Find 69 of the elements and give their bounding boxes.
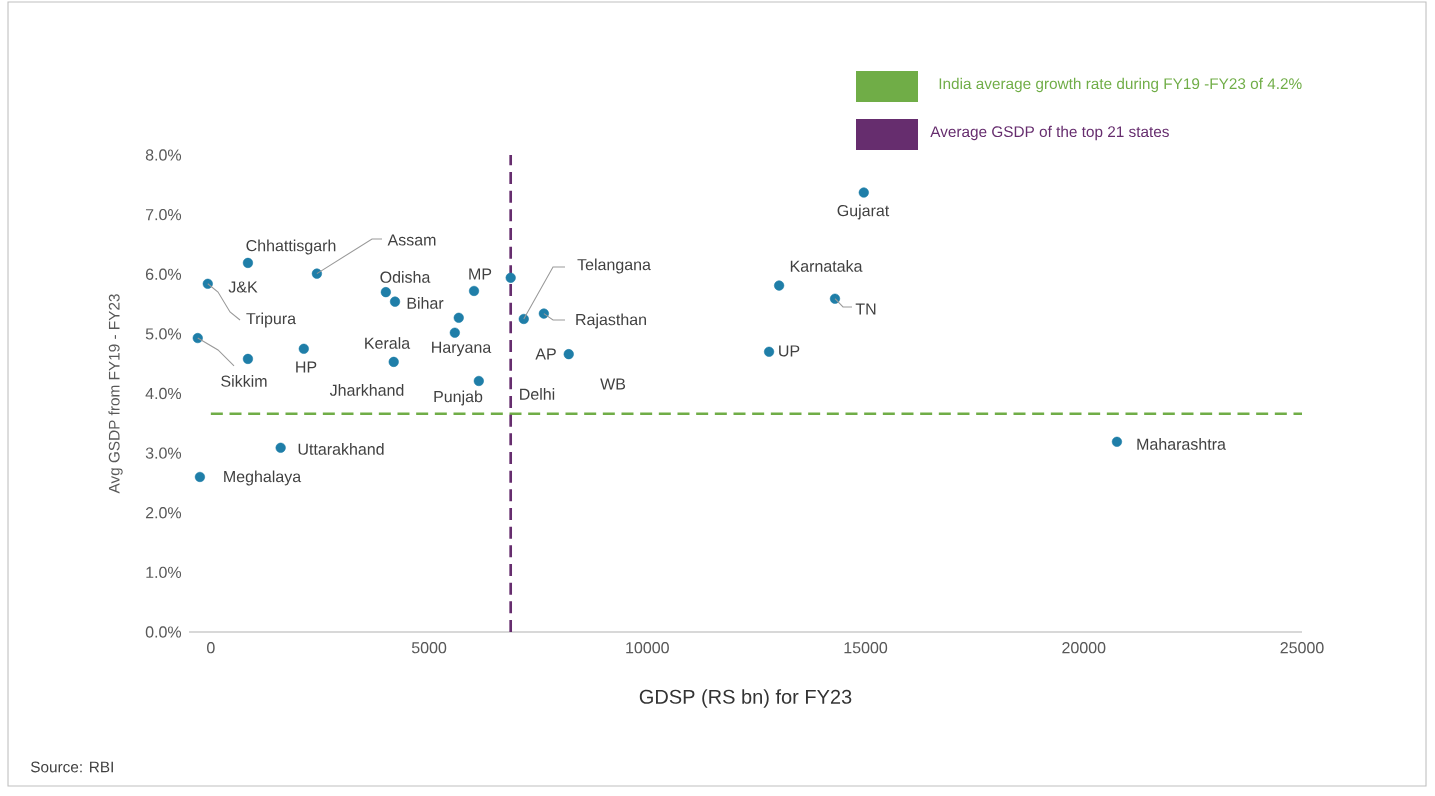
annotation: Uttarakhand [298,443,384,455]
annotation: Sikkim [221,375,267,387]
annotation: Odisha [380,271,431,283]
point [473,375,484,387]
point [388,356,399,367]
annotation: Meghalaya [224,470,302,486]
point [242,257,253,268]
point [858,187,869,198]
point [275,442,286,453]
point [242,353,253,364]
annotation: Kerala [365,337,411,349]
x-tick-label: 0 [207,642,215,654]
y-tick-label: 1.0% [146,566,182,579]
source-note: Source: RBI [30,761,113,773]
y-tick-label: 3.0% [145,447,182,459]
point [311,268,322,279]
annotation: Assam [387,234,436,246]
y-axis-title: Avg GSDP from FY19 - FY23 [108,294,123,494]
point [774,280,785,291]
annotation: MP [469,268,492,280]
y-tick-label: 2.0% [145,507,182,519]
x-tick-label: 10000 [626,642,669,654]
annotation: Delhi [520,388,555,400]
point [449,327,460,338]
point [505,272,516,283]
annotation: Gujarat [837,204,890,220]
annotation: Haryana [432,341,492,357]
legend-label: India average growth rate during FY19 -FY23 of 4.2% [939,77,1302,93]
point [468,285,480,297]
point [538,308,549,319]
point [563,349,574,360]
y-tick-label: 5.0% [145,328,182,340]
point [829,293,841,304]
y-tick-label: 8.0% [145,149,182,161]
point [764,346,775,357]
annotation: Jharkhand [329,384,404,396]
point [298,343,309,354]
annotation: Bihar [407,297,444,309]
annotation: Tripura [246,312,297,328]
x-tick-label: 5000 [411,642,447,654]
annotation: AP [535,348,556,360]
x-tick-label: 25000 [1280,642,1324,654]
point [194,471,205,483]
x-tick-label: 15000 [844,642,888,654]
y-tick-label: 6.0% [145,268,182,280]
annotation: TN [855,303,876,315]
point [192,332,203,344]
point [202,278,213,289]
y-tick-label: 0.0% [145,626,182,638]
point [453,312,464,323]
annotation: Telangana [577,258,651,274]
annotation: Punjab [434,390,483,406]
point [389,296,401,307]
annotation: UP [779,345,800,357]
legend-label: Average GSDP of the top 21 states [930,125,1169,141]
annotation: WB [600,378,626,390]
y-tick-label: 4.0% [145,387,182,400]
x-axis-title: GDSP (RS bn) for FY23 [639,689,852,708]
annotation: Maharashtra [1137,438,1226,450]
point [380,287,391,298]
annotation: Chhattisgarh [246,239,336,255]
x-tick-label: 20000 [1062,642,1106,654]
annotation: HP [296,361,317,373]
y-tick-label: 7.0% [145,208,182,221]
point [518,313,529,325]
point [1111,436,1123,447]
annotation: J&K [228,281,258,293]
annotation: Karnataka [790,260,863,272]
annotation: Rajasthan [576,313,646,329]
